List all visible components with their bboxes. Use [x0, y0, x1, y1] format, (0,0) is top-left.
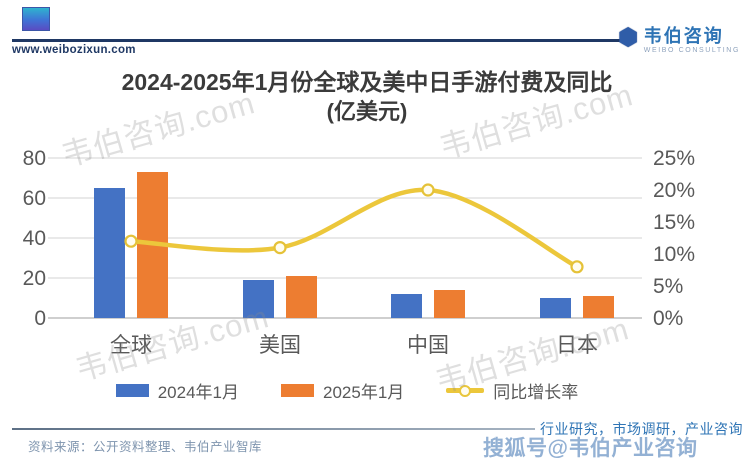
title-block: 2024-2025年1月份全球及美中日手游付费及同比 (亿美元) [0, 66, 734, 126]
right-axis-tick-label: 25% [653, 147, 695, 170]
right-axis-tick-label: 5% [653, 275, 683, 298]
bar-2025年1月-日本 [583, 296, 614, 318]
brand-subtitle: WEIBO CONSULTING [643, 47, 740, 54]
growth-marker-日本 [570, 260, 584, 274]
bar-2025年1月-美国 [286, 276, 317, 318]
left-axis-tick-label: 80 [23, 147, 46, 170]
legend-item-2025[interactable]: 2025年1月 [281, 378, 404, 403]
growth-marker-全球 [124, 234, 138, 248]
legend-line-marker-icon [446, 384, 485, 397]
header-divider [12, 39, 624, 42]
services-tagline: 行业研究，市场调研，产业咨询 [540, 421, 743, 437]
chart-title: 2024-2025年1月份全球及美中日手游付费及同比 [121, 69, 613, 95]
legend-swatch-2025 [281, 384, 314, 397]
category-label-美国: 美国 [259, 334, 301, 357]
legend-label-2024: 2024年1月 [157, 383, 239, 402]
legend-dot-icon [459, 384, 472, 397]
legend-label-2025: 2025年1月 [323, 383, 405, 402]
brand-name: 韦伯咨询 [643, 26, 724, 46]
legend-item-2024[interactable]: 2024年1月 [115, 378, 239, 403]
brand-logo: ⬢ 韦伯咨询 WEIBO CONSULTING [617, 24, 740, 55]
sohu-account-watermark: 搜狐号@韦伯产业咨询 [483, 437, 698, 460]
left-axis-tick-label: 40 [23, 227, 46, 250]
bar-2024年1月-全球 [94, 188, 125, 318]
site-url-link[interactable]: www.weibozixun.com [12, 44, 136, 56]
category-label-日本: 日本 [556, 334, 598, 357]
hexagon-icon: ⬢ [617, 24, 639, 51]
category-label-中国: 中国 [407, 334, 449, 357]
legend-label-growth: 同比增长率 [493, 383, 579, 402]
left-axis-tick-label: 0 [34, 307, 46, 330]
legend-swatch-2024 [115, 384, 149, 397]
right-axis-tick-label: 20% [653, 179, 695, 202]
legend-item-growth[interactable]: 同比增长率 [446, 378, 578, 403]
bar-2025年1月-中国 [434, 290, 465, 318]
brand-text: 韦伯咨询 WEIBO CONSULTING [644, 26, 740, 54]
right-axis-tick-label: 15% [653, 211, 695, 234]
growth-marker-美国 [273, 241, 287, 255]
chart-subtitle: (亿美元) [326, 99, 408, 124]
right-axis-tick-label: 10% [653, 243, 695, 266]
bar-2024年1月-美国 [243, 280, 274, 318]
bar-2024年1月-日本 [540, 298, 571, 318]
chart-canvas: 0 20 40 60 80 0% 5% 10% 15% 20% 25% 全球 美国 中国 日本 [23, 147, 695, 357]
source-note: 资料来源：公开资料整理、韦伯产业智库 [28, 440, 263, 454]
left-axis-tick-label: 20 [23, 267, 46, 290]
footer-divider [12, 428, 535, 430]
right-axis-tick-label: 0% [653, 307, 683, 330]
weibo-logo-square [22, 7, 50, 31]
left-axis-tick-label: 60 [23, 187, 46, 210]
growth-marker-中国 [421, 183, 435, 197]
chart-legend: 2024年1月 2025年1月 同比增长率 [0, 378, 694, 403]
growth-line [128, 187, 580, 270]
category-label-全球: 全球 [110, 334, 152, 357]
bar-2024年1月-中国 [391, 294, 422, 318]
